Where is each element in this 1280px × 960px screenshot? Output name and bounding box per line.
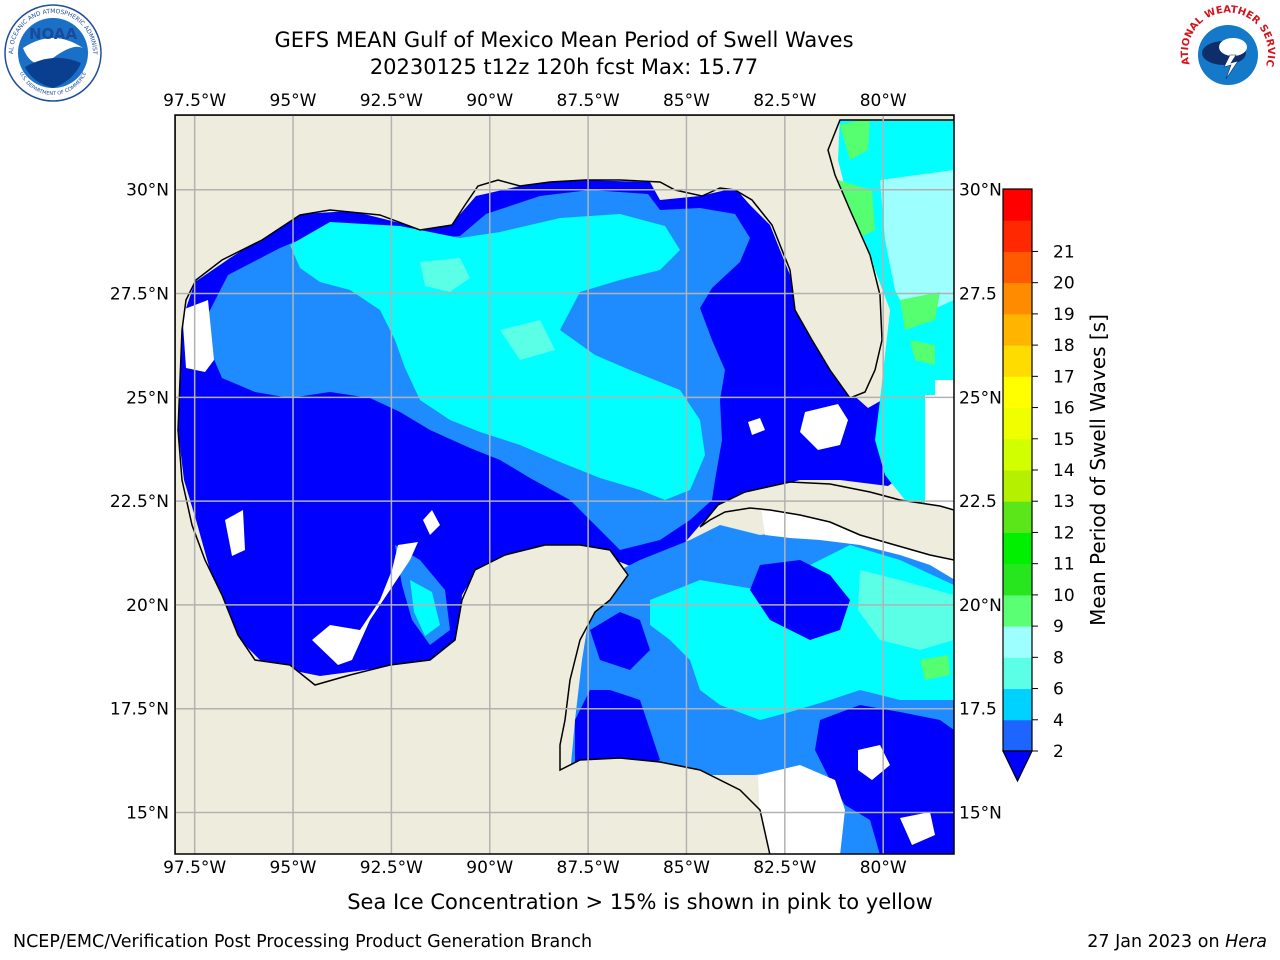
colorbar-swatch	[1003, 438, 1032, 471]
lon-label-bottom: 95°W	[270, 858, 317, 878]
noaa-logo: NATIONAL OCEANIC AND ATMOSPHERIC ADMINIS…	[3, 3, 102, 102]
footer-credit: NCEP/EMC/Verification Post Processing Pr…	[13, 932, 593, 952]
colorbar-swatch	[1003, 189, 1032, 221]
colorbar-tick-label: 19	[1053, 305, 1075, 325]
colorbar-swatch	[1003, 626, 1032, 658]
gulf-swell-field	[178, 178, 908, 676]
lat-label-right: 17.5	[959, 700, 997, 720]
colorbar-swatch	[1003, 282, 1032, 315]
colorbar-tick-label: 12	[1053, 523, 1075, 543]
lat-label-left: 20°N	[126, 596, 169, 616]
colorbar-tick-label: 9	[1053, 617, 1064, 637]
graticule	[175, 115, 954, 854]
lat-label-right: 22.5	[959, 492, 997, 512]
colorbar-swatch	[1003, 313, 1032, 346]
caribbean-swell-field	[570, 500, 954, 854]
longitude-labels-bottom: 97.5°W 95°W 92.5°W 90°W 87.5°W 85°W 82.5°W 80°W	[163, 858, 907, 878]
colorbar-tick-label: 11	[1053, 555, 1075, 575]
colorbar-tick-label: 10	[1053, 586, 1075, 606]
colorbar: 2 4 6 8 9 10 11 12 13 14 15 16 17 18 19 20 21	[1002, 188, 1075, 783]
map-panel	[175, 115, 954, 854]
colorbar-tick-label: 16	[1053, 399, 1075, 419]
lat-label-right: 25°N	[959, 388, 1002, 408]
colorbar-swatch	[1003, 719, 1032, 752]
colorbar-tick-label: 13	[1053, 492, 1075, 512]
lat-label-left: 17.5°N	[110, 700, 169, 720]
lon-label-top: 90°W	[466, 91, 513, 111]
lon-label-top: 92.5°W	[360, 91, 423, 111]
colorbar-tick-label: 14	[1053, 461, 1075, 481]
lat-label-right: 20°N	[959, 596, 1002, 616]
footer-host: Hera	[1225, 932, 1267, 952]
lon-label-top: 95°W	[270, 91, 317, 111]
latitude-labels-left: 30°N 27.5°N 25°N 22.5°N 20°N 17.5°N 15°N	[110, 181, 169, 824]
lon-label-top: 80°W	[860, 91, 907, 111]
colorbar-swatch	[1003, 376, 1032, 409]
colorbar-label: Mean Period of Swell Waves [s]	[1086, 314, 1110, 626]
colorbar-extend-triangle	[1002, 750, 1033, 783]
lat-label-right: 15°N	[959, 803, 1002, 823]
colorbar-tick-label: 6	[1053, 680, 1064, 700]
lat-label-right: 30°N	[959, 181, 1002, 201]
lon-label-bottom: 90°W	[466, 858, 513, 878]
colorbar-tick-label: 18	[1053, 336, 1075, 356]
sea-ice-note: Sea Ice Concentration > 15% is shown in …	[347, 890, 933, 914]
lat-label-left: 15°N	[126, 803, 169, 823]
lon-label-top: 87.5°W	[557, 91, 620, 111]
lat-label-left: 30°N	[126, 181, 169, 201]
lon-label-bottom: 80°W	[860, 858, 907, 878]
colorbar-tick-label: 2	[1053, 742, 1064, 762]
lat-label-right: 27.5	[959, 285, 997, 305]
colorbar-swatch	[1003, 220, 1032, 252]
atlantic-swell-field	[838, 115, 954, 510]
colorbar-tick-label: 8	[1053, 648, 1064, 668]
chart-subtitle: 20230125 t12z 120h fcst Max: 15.77	[369, 55, 759, 79]
longitude-labels-top: 97.5°W 95°W 92.5°W 90°W 87.5°W 85°W 82.5°W 80°W	[163, 91, 907, 111]
lon-label-top: 97.5°W	[163, 91, 226, 111]
map-frame	[174, 114, 955, 855]
lon-label-bottom: 82.5°W	[753, 858, 816, 878]
lat-label-left: 22.5°N	[110, 492, 169, 512]
lat-label-left: 27.5°N	[110, 285, 169, 305]
colorbar-swatch	[1003, 657, 1032, 690]
footer-date-text: 27 Jan 2023 on	[1087, 932, 1220, 952]
lon-label-bottom: 87.5°W	[557, 858, 620, 878]
colorbar-swatch	[1003, 563, 1032, 596]
colorbar-tick-label: 4	[1053, 711, 1064, 731]
colorbar-swatch	[1003, 470, 1032, 502]
lon-label-top: 82.5°W	[753, 91, 816, 111]
nws-logo: NATIONAL WEATHER SERVICE	[1178, 3, 1276, 101]
colorbar-swatch	[1003, 345, 1032, 377]
lon-label-top: 85°W	[663, 91, 710, 111]
noaa-logo-text: NOAA	[29, 25, 78, 43]
lon-label-bottom: 97.5°W	[163, 858, 226, 878]
lat-label-left: 25°N	[126, 388, 169, 408]
latitude-labels-right: 30°N 27.5 25°N 22.5 20°N 17.5 15°N	[959, 181, 1002, 824]
colorbar-swatch	[1003, 532, 1032, 565]
colorbar-swatch	[1003, 251, 1032, 284]
colorbar-tick-label: 20	[1053, 274, 1075, 294]
colorbar-tick-label: 21	[1053, 242, 1075, 262]
colorbar-tick-label: 17	[1053, 367, 1075, 387]
lon-label-bottom: 92.5°W	[360, 858, 423, 878]
lon-label-bottom: 85°W	[663, 858, 710, 878]
colorbar-swatch	[1003, 501, 1032, 533]
colorbar-swatch	[1003, 594, 1032, 627]
colorbar-tick-label: 15	[1053, 430, 1075, 450]
chart-title: GEFS MEAN Gulf of Mexico Mean Period of …	[274, 28, 854, 52]
land-masses	[175, 115, 954, 854]
colorbar-swatch	[1003, 688, 1032, 721]
colorbar-swatch	[1003, 407, 1032, 440]
footer-date: 27 Jan 2023 on Hera	[1087, 932, 1267, 952]
